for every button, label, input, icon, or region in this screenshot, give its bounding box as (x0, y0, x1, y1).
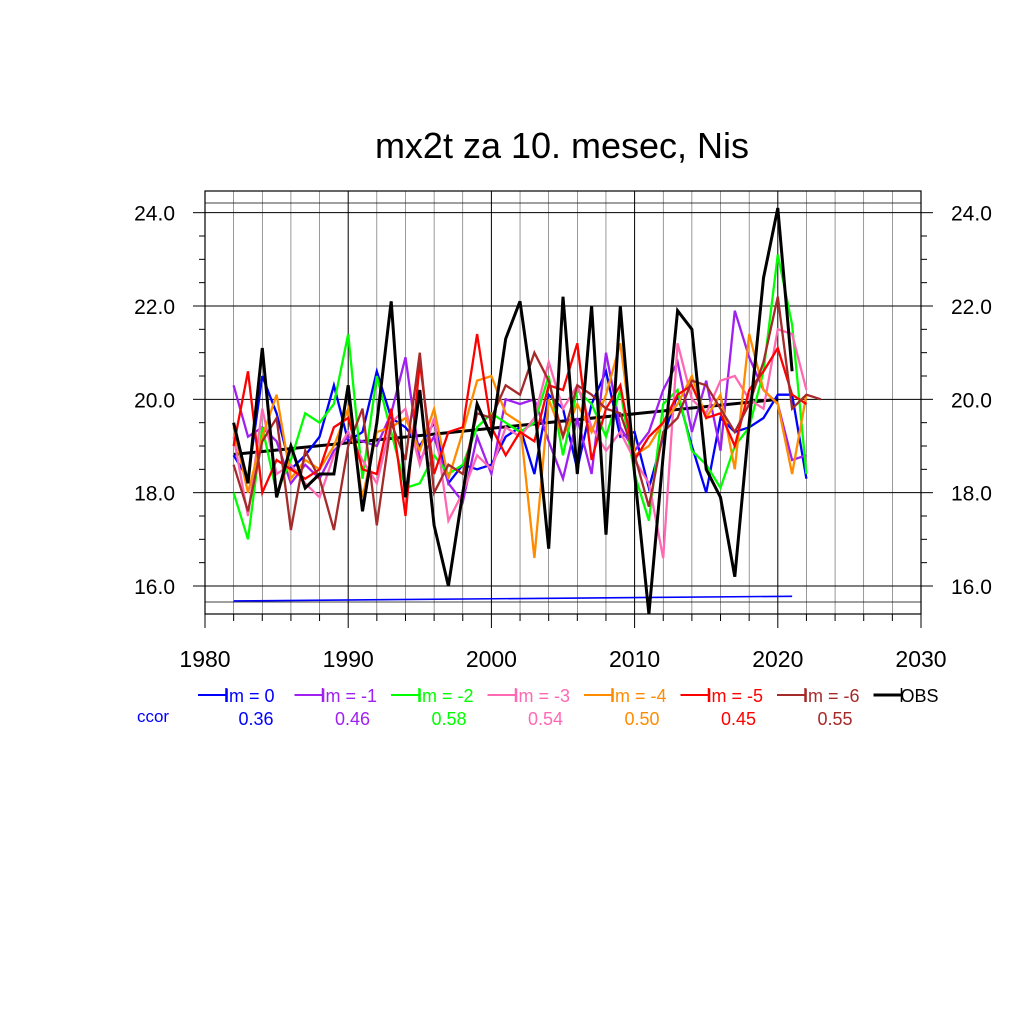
x-tick-label: 2030 (895, 646, 946, 672)
ccor-label: ccor (137, 707, 169, 726)
x-tick-label: 2000 (466, 646, 517, 672)
legend-label: lm = -4 (611, 686, 667, 706)
legend: ccor lm = 0 0.36 lm = -1 0.46 lm = -2 0.58 lm =… (137, 686, 939, 729)
y-tick-label-left: 18.0 (134, 483, 175, 506)
x-tick-label: 2020 (752, 646, 803, 672)
series-line-obs (232, 207, 794, 615)
legend-ccor-value: 0.55 (817, 709, 852, 729)
series-line-lm-6 (232, 296, 822, 531)
axes: 16.0 16.0 18.0 18.0 20.0 20.0 22.0 22.0 24.0 24.0… (134, 190, 992, 672)
legend-ccor-value: 0.54 (528, 709, 563, 729)
y-tick-label-right: 18.0 (951, 483, 992, 506)
legend-ccor-value: 0.46 (335, 709, 370, 729)
y-tick-label-right: 24.0 (951, 203, 992, 226)
legend-ccor-value: 0.58 (431, 709, 466, 729)
legend-ccor-value: 0.36 (238, 709, 273, 729)
legend-label: lm = -5 (708, 686, 764, 706)
y-tick-label-right: 16.0 (951, 576, 992, 599)
plot-frame (204, 190, 922, 615)
y-tick-label-left: 22.0 (134, 296, 175, 319)
legend-label: lm = -1 (322, 686, 378, 706)
y-tick-label-left: 24.0 (134, 203, 175, 226)
series-lines (232, 207, 822, 615)
series-line-lm-3 (232, 327, 808, 559)
legend-label: lm = -2 (418, 686, 474, 706)
legend-label: lm = -6 (804, 686, 860, 706)
legend-label: OBS (901, 686, 939, 706)
trend-line (233, 595, 793, 602)
x-tick-label: 2010 (609, 646, 660, 672)
y-tick-label-left: 16.0 (134, 576, 175, 599)
chart-title: mx2t za 10. mesec, Nis (375, 125, 749, 166)
y-tick-label-right: 20.0 (951, 389, 992, 412)
legend-label: lm = -3 (515, 686, 571, 706)
x-tick-label: 1980 (179, 646, 230, 672)
series-line-lm-5 (232, 333, 808, 517)
y-tick-label-left: 20.0 (134, 389, 175, 412)
y-tick-label-right: 22.0 (951, 296, 992, 319)
series-line-lm-4 (232, 333, 808, 559)
legend-label: lm = 0 (225, 686, 275, 706)
legend-ccor-value: 0.45 (721, 709, 756, 729)
x-tick-label: 1990 (323, 646, 374, 672)
legend-ccor-value: 0.50 (624, 709, 659, 729)
